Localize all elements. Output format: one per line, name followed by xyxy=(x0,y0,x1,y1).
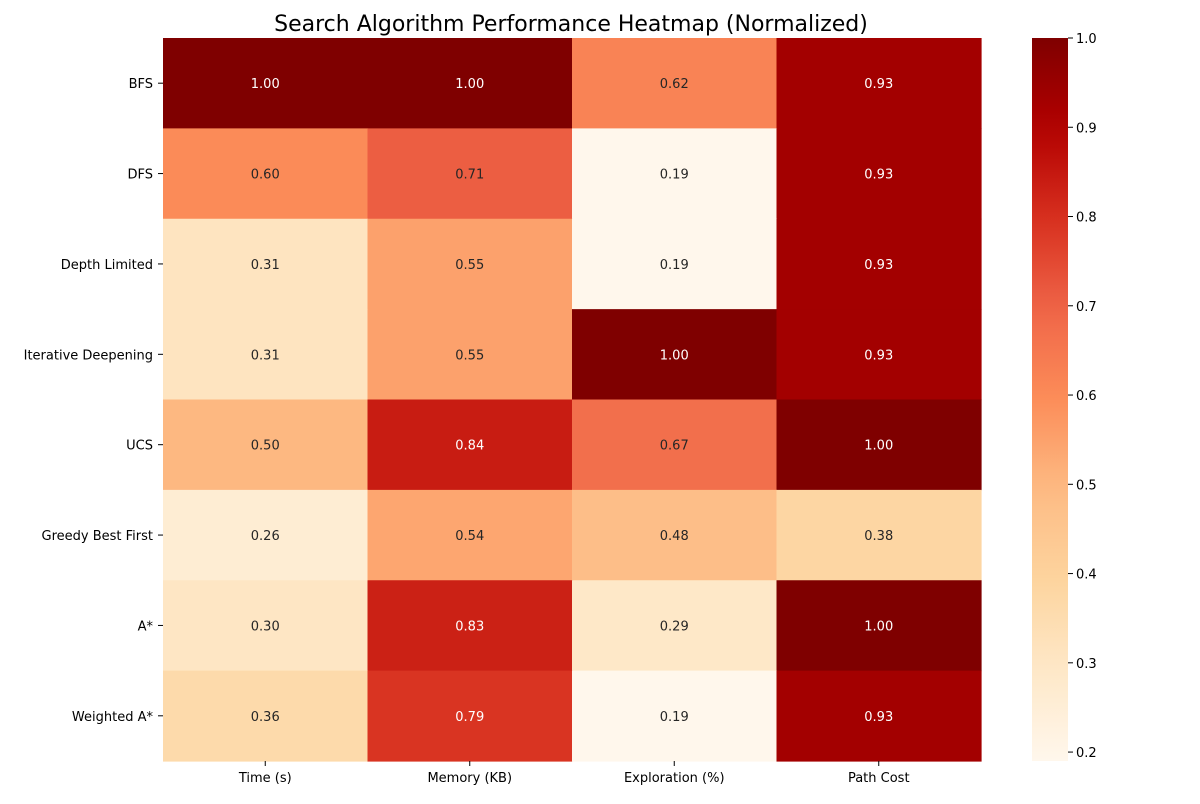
heatmap-cell xyxy=(572,399,778,491)
heatmap-cell xyxy=(163,489,369,581)
heatmap-cell xyxy=(572,218,778,310)
heatmap-cell-label: 1.00 xyxy=(864,439,893,454)
heatmap-cell xyxy=(572,128,778,220)
heatmap-cell-label: 0.93 xyxy=(864,77,893,92)
heatmap-cell-label: 1.00 xyxy=(251,77,280,92)
heatmap-cell xyxy=(776,399,982,491)
heatmap-cell xyxy=(163,128,369,220)
heatmap-cell-label: 0.26 xyxy=(251,529,280,544)
colorbar-gradient xyxy=(1032,38,1068,761)
row-tick-label: UCS xyxy=(126,439,153,454)
column-tick-label: Exploration (%) xyxy=(624,771,725,786)
colorbar-tick-label: 0.4 xyxy=(1076,568,1097,583)
heatmap-cell xyxy=(572,38,778,129)
column-axis: Time (s) Memory (KB) Exploration (%) Path C… xyxy=(238,761,910,786)
heatmap-cell xyxy=(163,309,369,401)
row-tick-label: BFS xyxy=(129,77,153,92)
colorbar-tick-label: 0.2 xyxy=(1076,746,1097,761)
colorbar: 0.2 0.3 0.4 0.5 0.6 0.7 0.8 0.9 1.0 xyxy=(1032,32,1097,761)
heatmap-cell xyxy=(572,670,778,762)
row-tick-label: A* xyxy=(138,619,154,634)
heatmap-cell xyxy=(776,38,982,129)
heatmap-cell-label: 0.31 xyxy=(251,258,280,273)
heatmap-cell-label: 0.55 xyxy=(455,348,484,363)
heatmap-cell-label: 0.31 xyxy=(251,348,280,363)
heatmap-cells xyxy=(163,38,982,762)
heatmap-cell-label: 0.19 xyxy=(660,258,689,273)
heatmap-cell-label: 0.29 xyxy=(660,619,689,634)
colorbar-tick-label: 0.9 xyxy=(1076,121,1097,136)
heatmap-cell xyxy=(367,489,573,581)
heatmap-cell xyxy=(367,399,573,491)
heatmap-cell-label: 1.00 xyxy=(455,77,484,92)
heatmap-cell xyxy=(572,489,778,581)
heatmap-cell xyxy=(572,309,778,401)
heatmap-cell-label: 0.50 xyxy=(251,439,280,454)
heatmap-cell-label: 0.36 xyxy=(251,710,280,725)
heatmap-cell-label: 0.79 xyxy=(455,710,484,725)
heatmap-cell xyxy=(776,580,982,672)
heatmap-cell xyxy=(367,670,573,762)
heatmap-cell-label: 1.00 xyxy=(660,348,689,363)
heatmap-cell-label: 0.48 xyxy=(660,529,689,544)
heatmap-cell xyxy=(367,38,573,129)
heatmap-cell xyxy=(163,218,369,310)
colorbar-tick-label: 0.8 xyxy=(1076,211,1097,226)
heatmap-cell-label: 1.00 xyxy=(864,619,893,634)
colorbar-tick-label: 0.7 xyxy=(1076,300,1097,315)
row-tick-label: Greedy Best First xyxy=(42,529,153,544)
heatmap-cell xyxy=(163,670,369,762)
heatmap-cell xyxy=(367,309,573,401)
column-tick-label: Memory (KB) xyxy=(427,771,512,786)
heatmap-cell xyxy=(163,399,369,491)
heatmap-cell-label: 0.93 xyxy=(864,258,893,273)
chart-title: Search Algorithm Performance Heatmap (No… xyxy=(274,12,868,37)
heatmap-cell-label: 0.93 xyxy=(864,710,893,725)
heatmap-cell xyxy=(367,580,573,672)
colorbar-tick-label: 1.0 xyxy=(1076,32,1097,47)
heatmap-cell xyxy=(163,38,369,129)
heatmap-cell xyxy=(776,128,982,220)
heatmap-cell-label: 0.84 xyxy=(455,439,484,454)
row-axis: BFS DFS Depth Limited Iterative Deepening UC… xyxy=(24,77,163,725)
heatmap-cell-label: 0.54 xyxy=(455,529,484,544)
row-tick-label: DFS xyxy=(127,168,153,183)
heatmap-cell-label: 0.19 xyxy=(660,168,689,183)
heatmap-cell-label: 0.62 xyxy=(660,77,689,92)
row-tick-label: Iterative Deepening xyxy=(24,348,153,363)
heatmap-cell-label: 0.67 xyxy=(660,439,689,454)
heatmap-cell xyxy=(776,670,982,762)
heatmap-cell xyxy=(776,489,982,581)
heatmap-cell-label: 0.55 xyxy=(455,258,484,273)
colorbar-tick-label: 0.5 xyxy=(1076,478,1097,493)
heatmap-cell xyxy=(776,218,982,310)
heatmap-cell xyxy=(776,309,982,401)
heatmap-cell-label: 0.38 xyxy=(864,529,893,544)
heatmap-cell-label: 0.30 xyxy=(251,619,280,634)
heatmap-cell-label: 0.19 xyxy=(660,710,689,725)
heatmap-cell-label: 0.93 xyxy=(864,168,893,183)
colorbar-tick-label: 0.3 xyxy=(1076,657,1097,672)
heatmap-cell xyxy=(367,218,573,310)
row-tick-label: Depth Limited xyxy=(61,258,153,273)
column-tick-label: Path Cost xyxy=(848,771,910,786)
heatmap-cell-label: 0.71 xyxy=(455,168,484,183)
column-tick-label: Time (s) xyxy=(238,771,292,786)
heatmap-cell-label: 0.60 xyxy=(251,168,280,183)
heatmap-cell xyxy=(367,128,573,220)
heatmap-cell xyxy=(163,580,369,672)
heatmap-cell-labels: 1.00 1.00 0.62 0.93 0.60 0.71 0.19 0.93 0.31 0.55… xyxy=(251,77,893,725)
heatmap-cell-label: 0.93 xyxy=(864,348,893,363)
colorbar-tick-label: 0.6 xyxy=(1076,389,1097,404)
heatmap-cell xyxy=(572,580,778,672)
row-tick-label: Weighted A* xyxy=(72,710,154,725)
heatmap-cell-label: 0.83 xyxy=(455,619,484,634)
